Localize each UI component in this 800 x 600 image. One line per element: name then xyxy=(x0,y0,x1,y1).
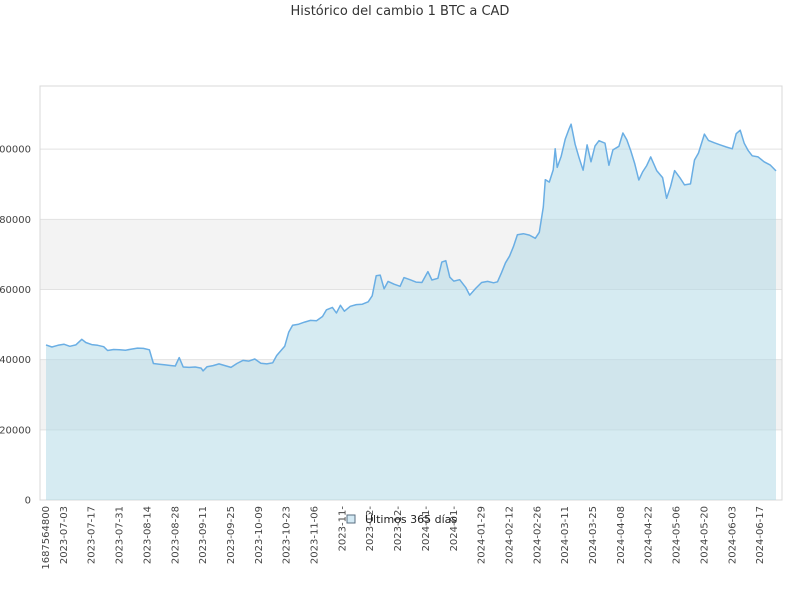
x-tick-label: 2023-07-03 xyxy=(59,506,70,564)
x-tick-label: 2024-01-29 xyxy=(477,506,488,564)
x-tick-label: 2024-04-08 xyxy=(616,506,627,564)
x-tick-label: 2023-10-09 xyxy=(254,506,265,564)
chart-title: Histórico del cambio 1 BTC a CAD xyxy=(291,4,510,19)
y-tick-label: 100000 xyxy=(0,145,31,156)
y-tick-label: 0 xyxy=(25,496,31,507)
x-tick-label: 2023-12- xyxy=(365,506,376,552)
x-tick-label: 2024-02-26 xyxy=(532,506,543,564)
x-tick-label: 2023-07-17 xyxy=(87,506,98,564)
x-tick-label: 2024-02-12 xyxy=(505,506,516,564)
x-tick-label: 2024-05-20 xyxy=(699,506,710,564)
x-axis-ticks: 1687564800 2023-07-03 2023-07-17 2023-07-31… xyxy=(41,506,766,570)
x-tick-label: 2024-01- xyxy=(421,506,432,552)
legend-label: Últimos 365 días xyxy=(365,513,457,526)
y-axis-ticks: 0 20000 40000 60000 80000 100000 xyxy=(0,145,31,507)
x-tick-label: 2024-05-06 xyxy=(672,506,683,564)
x-tick-label: 2023-11- xyxy=(337,506,348,552)
y-tick-label: 40000 xyxy=(0,355,31,366)
series-line-0 xyxy=(45,123,777,372)
series-layer xyxy=(45,123,777,500)
y-tick-label: 20000 xyxy=(0,425,31,436)
x-tick-label: 2023-09-25 xyxy=(226,506,237,564)
series-area-0 xyxy=(46,124,776,500)
x-tick-label: 2023-08-28 xyxy=(170,506,181,564)
x-tick-label: 2023-12- xyxy=(393,506,404,552)
x-tick-label: 2023-10-23 xyxy=(282,506,293,564)
x-tick-label: 2024-01- xyxy=(449,506,460,552)
legend-swatch xyxy=(346,514,356,524)
x-tick-label: 2024-06-17 xyxy=(755,506,766,564)
x-tick-label: 1687564800 xyxy=(41,506,52,570)
x-tick-label: 2024-03-11 xyxy=(560,506,571,564)
x-tick-label: 2023-09-11 xyxy=(198,506,209,564)
x-tick-label: 2023-11-06 xyxy=(310,506,321,564)
x-tick-label: 2023-08-14 xyxy=(142,506,153,564)
y-tick-label: 80000 xyxy=(0,215,31,226)
x-tick-label: 2023-07-31 xyxy=(115,506,126,564)
x-tick-label: 2024-03-25 xyxy=(588,506,599,564)
x-tick-label: 2024-06-03 xyxy=(727,506,738,564)
x-tick-label: 2024-04-22 xyxy=(644,506,655,564)
y-tick-label: 60000 xyxy=(0,285,31,296)
legend: Últimos 365 días xyxy=(346,513,457,526)
